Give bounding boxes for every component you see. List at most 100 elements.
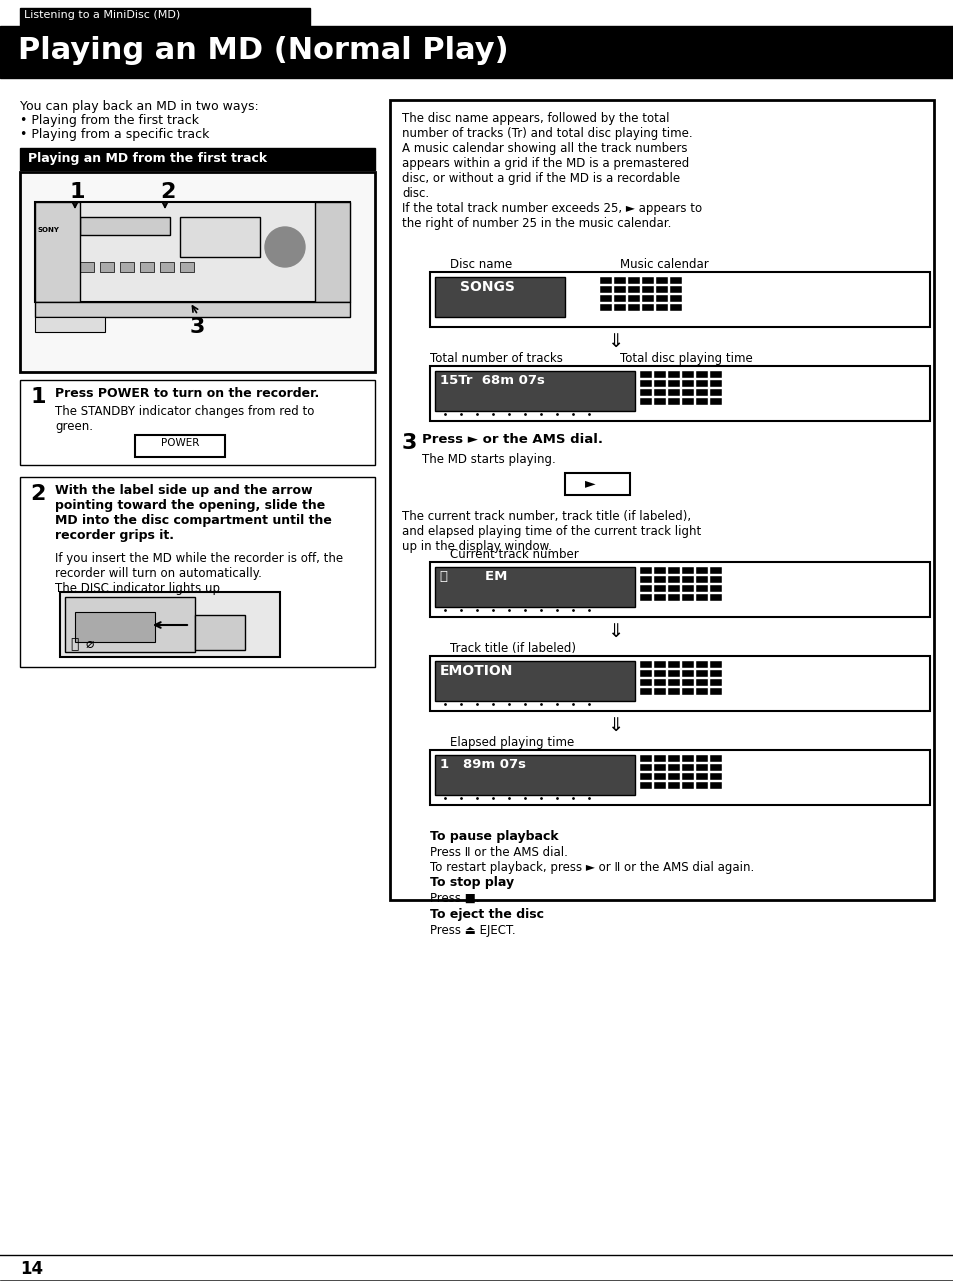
- Bar: [709, 679, 721, 685]
- Text: The MD starts playing.: The MD starts playing.: [421, 453, 556, 466]
- Bar: [430, 367, 929, 421]
- Bar: [599, 285, 612, 293]
- Text: You can play back an MD in two ways:: You can play back an MD in two ways:: [20, 100, 258, 113]
- Bar: [160, 262, 173, 273]
- Bar: [681, 567, 693, 574]
- Text: ►: ►: [584, 476, 595, 490]
- Bar: [709, 661, 721, 667]
- Bar: [696, 670, 707, 676]
- Bar: [709, 397, 721, 405]
- Bar: [654, 688, 665, 694]
- Bar: [639, 397, 651, 405]
- Bar: [639, 688, 651, 694]
- Text: 3: 3: [190, 318, 205, 337]
- Bar: [75, 612, 154, 642]
- Text: ⇓: ⇓: [606, 622, 622, 640]
- Bar: [681, 782, 693, 790]
- Bar: [696, 594, 707, 601]
- Bar: [639, 594, 651, 601]
- Text: 2: 2: [160, 183, 175, 202]
- Bar: [194, 615, 245, 649]
- Bar: [654, 379, 665, 387]
- Bar: [656, 303, 667, 311]
- Bar: [669, 285, 681, 293]
- Bar: [430, 562, 929, 617]
- Bar: [669, 276, 681, 284]
- Text: To pause playback: To pause playback: [430, 829, 558, 844]
- Text: Music calendar: Music calendar: [619, 258, 708, 271]
- Bar: [639, 670, 651, 676]
- Bar: [667, 370, 679, 378]
- Bar: [390, 100, 933, 900]
- Text: ⌀: ⌀: [85, 637, 93, 651]
- Text: Press ⏏ EJECT.: Press ⏏ EJECT.: [430, 925, 515, 937]
- Bar: [639, 661, 651, 667]
- Bar: [696, 585, 707, 592]
- Bar: [641, 285, 654, 293]
- Text: Total number of tracks: Total number of tracks: [430, 352, 562, 365]
- Bar: [696, 773, 707, 781]
- Bar: [641, 276, 654, 284]
- Bar: [709, 585, 721, 592]
- Bar: [681, 679, 693, 685]
- Text: Current track number: Current track number: [450, 548, 578, 561]
- Bar: [20, 148, 375, 170]
- Bar: [696, 370, 707, 378]
- Bar: [696, 388, 707, 396]
- Bar: [435, 276, 564, 318]
- Text: EMOTION: EMOTION: [439, 664, 513, 678]
- Bar: [669, 303, 681, 311]
- Bar: [654, 576, 665, 583]
- Bar: [709, 755, 721, 763]
- Text: 1: 1: [30, 387, 46, 406]
- Bar: [667, 576, 679, 583]
- Bar: [696, 764, 707, 772]
- Bar: [641, 303, 654, 311]
- Bar: [696, 567, 707, 574]
- Bar: [641, 294, 654, 302]
- Text: Press ► or the AMS dial.: Press ► or the AMS dial.: [421, 433, 602, 446]
- Bar: [80, 262, 94, 273]
- Bar: [654, 567, 665, 574]
- Bar: [100, 262, 113, 273]
- Bar: [20, 8, 310, 26]
- Bar: [667, 661, 679, 667]
- Bar: [667, 379, 679, 387]
- Text: Elapsed playing time: Elapsed playing time: [450, 736, 574, 748]
- Bar: [35, 318, 105, 332]
- Bar: [120, 262, 133, 273]
- Bar: [627, 294, 639, 302]
- Text: ⇓: ⇓: [606, 332, 622, 351]
- Text: The current track number, track title (if labeled),
and elapsed playing time of : The current track number, track title (i…: [401, 511, 700, 553]
- Bar: [667, 594, 679, 601]
- Bar: [654, 370, 665, 378]
- Bar: [599, 303, 612, 311]
- Bar: [654, 773, 665, 781]
- Bar: [627, 285, 639, 293]
- Bar: [681, 688, 693, 694]
- Bar: [681, 576, 693, 583]
- Text: 15Tr  68m 07s: 15Tr 68m 07s: [439, 374, 544, 387]
- Bar: [656, 276, 667, 284]
- Bar: [430, 273, 929, 327]
- Text: SONY: SONY: [37, 228, 59, 233]
- Text: Press ■.: Press ■.: [430, 892, 479, 905]
- Bar: [435, 370, 635, 412]
- Bar: [656, 294, 667, 302]
- Text: 1   89m 07s: 1 89m 07s: [439, 757, 525, 772]
- Bar: [667, 755, 679, 763]
- Bar: [614, 294, 625, 302]
- Text: The disc name appears, followed by the total
number of tracks (Tr) and total dis: The disc name appears, followed by the t…: [401, 112, 701, 230]
- Text: Press POWER to turn on the recorder.: Press POWER to turn on the recorder.: [55, 387, 319, 400]
- Bar: [681, 388, 693, 396]
- Bar: [681, 585, 693, 592]
- Bar: [654, 397, 665, 405]
- Bar: [709, 773, 721, 781]
- Bar: [654, 388, 665, 396]
- Text: Disc name: Disc name: [450, 258, 512, 271]
- Text: 1: 1: [70, 183, 86, 202]
- Bar: [20, 172, 375, 372]
- Bar: [696, 679, 707, 685]
- Bar: [696, 379, 707, 387]
- Text: Playing an MD (Normal Play): Playing an MD (Normal Play): [18, 36, 508, 66]
